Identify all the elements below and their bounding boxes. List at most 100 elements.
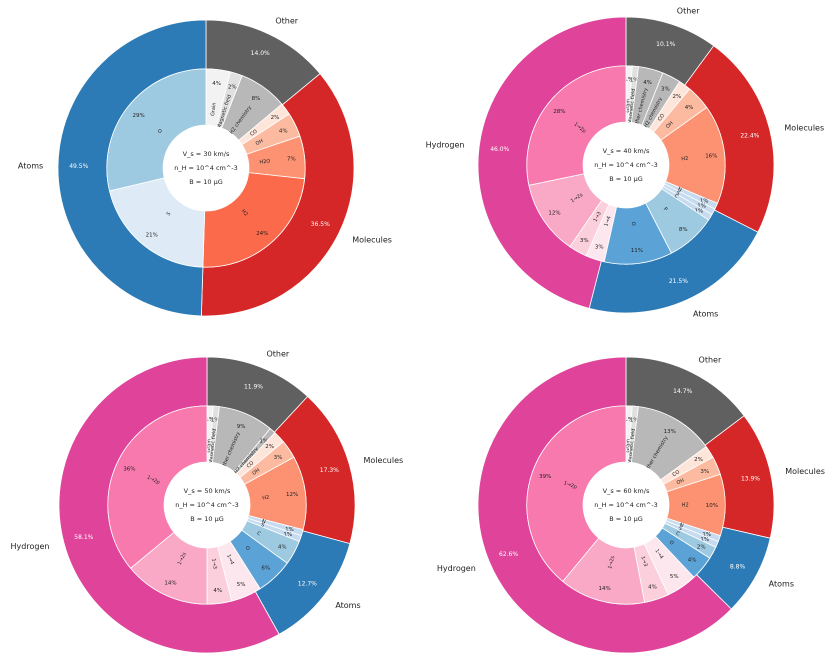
outer-pct-label-atoms: 12.7% [298,580,317,587]
outer-pct-label-atoms: 21.5% [669,278,688,285]
center-parameter-text: V_s = 50 km/s [184,487,231,495]
inner-name-label-co: CO [246,460,256,470]
inner-name-label-1-4: 1→4 [653,548,664,560]
donut-chart-top-right: 10.1% Other 22.4% Molecules 21.5% Atoms 46.0% H… [426,6,825,318]
inner-name-label-1-2s: 1→2s [607,555,616,570]
inner-name-label-n: N [261,519,267,526]
inner-pct-label-1-2p: 36% [123,466,135,472]
inner-name-label-1-2s: 1→2s [177,551,188,566]
outer-pct-label-other: 14.0% [251,50,270,57]
inner-name-label-1-2p: 1→2p [146,475,161,486]
inner-name-label-h2: H2 [681,156,689,163]
inner-name-label-c: C [675,530,681,537]
inner-name-label-o: O [244,545,251,552]
inner-name-label-magnetic-field: Magnetic field [627,428,636,464]
outer-category-label-atoms: Atoms [693,309,718,318]
inner-name-label-grain: Grain [210,102,218,116]
inner-name-label-o: O [668,540,675,547]
center-parameter-text: n_H = 10^4 cm^-3 [175,501,239,509]
inner-pct-label-h2-chemistry: 1% [259,439,268,445]
inner-pct-label-grain: 1% [205,417,214,423]
inner-name-label-n: N [677,187,683,194]
inner-pct-label-other-chemistry: 13% [664,429,676,435]
center-parameter-text: B = 10 µG [189,178,223,186]
inner-pct-label-1-2s: 14% [164,581,176,587]
outer-category-label-other: Other [677,6,700,15]
outer-pct-label-hydrogen: 62.6% [499,551,518,558]
inner-pct-label-1-2s: 14% [599,586,611,592]
outer-pct-label-molecules: 17.3% [320,467,339,474]
inner-pct-label-c: 1% [695,208,704,214]
donut-chart-bottom-left: 11.9% Other 17.3% Molecules 12.7% Atoms 58.1% H… [11,349,403,654]
inner-name-label-grain: Grain [625,439,631,453]
inner-name-label-c: C [673,193,680,200]
center-parameter-text: V_s = 30 km/s [183,150,230,158]
center-parameter-text: n_H = 10^4 cm^-3 [594,161,658,169]
inner-pct-label-1-4: 5% [670,574,679,580]
donut-hole [583,122,669,208]
outer-category-label-atoms: Atoms [18,161,43,170]
inner-name-label-h2: H2 [682,503,689,509]
outer-category-label-hydrogen: Hydrogen [426,141,465,150]
inner-pct-label-h2o: 7% [287,157,296,163]
inner-pct-label-n: 1% [700,199,709,205]
inner-pct-label-o: 6% [261,566,270,572]
inner-name-label-grain: Grain [206,439,212,453]
inner-name-label-co: CO [249,129,259,138]
outer-category-label-atoms: Atoms [335,601,360,610]
outer-category-label-hydrogen: Hydrogen [11,542,50,551]
inner-pct-label-h2: 24% [256,231,268,237]
center-parameter-text: V_s = 40 km/s [603,147,650,155]
outer-pct-label-hydrogen: 58.1% [74,534,93,541]
inner-pct-label-grain: 4% [212,81,221,87]
outer-pct-label-molecules: 36.5% [311,221,330,228]
outer-category-label-molecules: Molecules [363,456,403,465]
inner-pct-label-other-chemistry: 4% [643,80,652,86]
outer-pct-label-other: 10.1% [656,41,675,48]
donut-hole [583,462,669,548]
inner-name-label-s: S [260,522,265,529]
center-parameter-text: V_s = 60 km/s [603,487,650,495]
inner-pct-label-magnetic-field: 2% [228,84,237,90]
outer-pct-label-atoms: 8.8% [730,563,746,570]
inner-pct-label-h2-chemistry: 3% [661,87,670,93]
outer-category-label-other: Other [699,355,722,364]
inner-name-label-co: CO [672,469,682,478]
inner-name-label-oh: OH [676,478,686,487]
inner-pct-label-co: 2% [694,457,703,463]
inner-pct-label-1-3: 4% [213,588,222,594]
inner-pct-label-h2: 16% [705,153,717,159]
inner-pct-label-1-2p: 28% [553,109,565,115]
center-parameter-text: B = 10 µG [609,175,643,183]
inner-pct-label-magnetic-field: 1% [630,418,639,424]
outer-category-label-molecules: Molecules [784,123,824,132]
inner-pct-label-h2: 10% [706,503,718,509]
outer-category-label-atoms: Atoms [769,579,794,588]
inner-pct-label-s: 1% [697,204,706,210]
inner-pct-label-magnetic-field: 1% [630,78,639,84]
inner-name-label-c: C [256,530,262,537]
inner-pct-label-c: 4% [278,544,287,550]
inner-pct-label-oh: 3% [700,469,709,475]
inner-name-label-oh: OH [255,138,265,147]
inner-name-label-oh: OH [665,120,675,130]
inner-pct-label-o: 11% [631,248,643,254]
inner-name-label-h2: H2 [262,495,270,502]
outer-category-label-hydrogen: Hydrogen [437,564,476,573]
outer-pct-label-molecules: 22.4% [740,133,759,140]
donut-chart-top-left: 14.0% Other 36.5% Molecules 49.5% Atoms 4% Grai… [18,17,392,317]
inner-pct-label-h2: 12% [286,492,298,498]
inner-name-label-magnetic-field: Magnetic field [208,428,217,464]
inner-pct-label-1-4: 5% [237,582,246,588]
inner-pct-label-magnetic-field: 1% [211,418,220,424]
inner-name-label-o: O [630,221,636,226]
inner-pct-label-h2-chemistry: 8% [252,96,261,102]
inner-pct-label-c: 2% [697,544,706,550]
outer-category-label-other: Other [275,17,298,26]
inner-name-label-s: S [677,526,682,533]
inner-name-label-n: N [679,522,685,529]
inner-pct-label-s: 1% [283,532,292,538]
inner-pct-label-n: 1% [702,532,711,538]
inner-pct-label-1-2p: 39% [539,474,551,480]
center-parameter-text: B = 10 µG [609,515,643,523]
